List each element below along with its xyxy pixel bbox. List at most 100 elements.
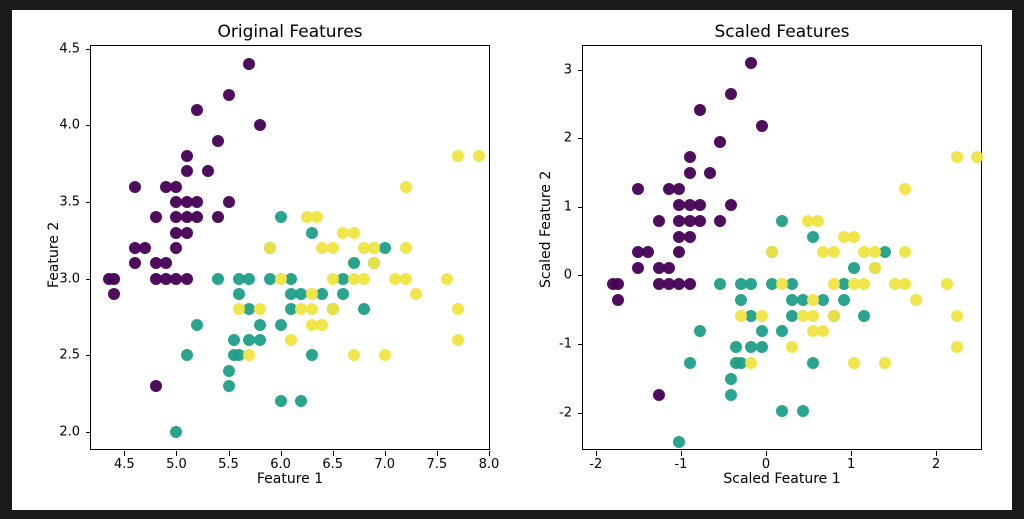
xtick-mark [681, 451, 682, 456]
ytick-mark [578, 138, 583, 139]
scatter-point [817, 294, 829, 306]
scatter-point [776, 215, 788, 227]
ytick-mark [578, 207, 583, 208]
scatter-point [848, 262, 860, 274]
scatter-point [828, 310, 840, 322]
xlabel-left: Feature 1 [91, 471, 489, 487]
scatter-point [766, 246, 778, 258]
scatter-point [223, 196, 235, 208]
xtick-mark [596, 451, 597, 456]
scatter-point [275, 211, 287, 223]
scatter-point [275, 319, 287, 331]
scatter-point [725, 88, 737, 100]
ytick-mark [86, 279, 91, 280]
scatter-point [368, 242, 380, 254]
scatter-point [684, 167, 696, 179]
scatter-point [254, 303, 266, 315]
scatter-point [848, 231, 860, 243]
scatter-point [358, 273, 370, 285]
scatter-point [673, 436, 685, 448]
scatter-point [348, 257, 360, 269]
scatter-point [295, 395, 307, 407]
scatter-point [776, 278, 788, 290]
scatter-point [150, 211, 162, 223]
ytick-label: 3 [564, 62, 572, 77]
scatter-point [285, 334, 297, 346]
scatter-point [879, 246, 891, 258]
ytick-mark [86, 49, 91, 50]
scatter-point [828, 278, 840, 290]
scatter-point [612, 278, 624, 290]
scatter-point [108, 288, 120, 300]
xtick-label: 7.5 [426, 457, 447, 472]
scatter-point [776, 325, 788, 337]
ytick-label: 4.0 [59, 118, 80, 133]
scatter-point [264, 242, 276, 254]
scatter-point [139, 242, 151, 254]
scatter-point [170, 426, 182, 438]
scatter-point [181, 273, 193, 285]
xtick-label: 2 [932, 457, 940, 472]
scatter-point [379, 349, 391, 361]
scatter-point [348, 227, 360, 239]
scatter-point [745, 278, 757, 290]
scatter-point [776, 405, 788, 417]
scatter-point [786, 278, 798, 290]
scatter-point [899, 183, 911, 195]
scatter-point [275, 273, 287, 285]
ytick-mark [578, 275, 583, 276]
scatter-point [756, 325, 768, 337]
scatter-point [348, 349, 360, 361]
xtick-label: -2 [589, 457, 602, 472]
plot-area-right: Scaled FeaturesScaled Feature 1Scaled Fe… [582, 45, 982, 450]
scatter-point [306, 303, 318, 315]
scatter-point [941, 278, 953, 290]
xtick-mark [766, 451, 767, 456]
scatter-point [368, 257, 380, 269]
scatter-point [452, 150, 464, 162]
scatter-point [223, 365, 235, 377]
scatter-point [170, 181, 182, 193]
xtick-mark [385, 451, 386, 456]
scatter-point [632, 262, 644, 274]
scatter-point [673, 246, 685, 258]
scatter-point [684, 357, 696, 369]
scatter-point [150, 380, 162, 392]
ytick-label: -2 [559, 405, 572, 420]
ytick-label: 3.5 [59, 194, 80, 209]
scatter-point [786, 341, 798, 353]
xtick-mark [489, 451, 490, 456]
scatter-point [971, 151, 983, 163]
xtick-mark [437, 451, 438, 456]
scatter-point [663, 262, 675, 274]
xtick-mark [124, 451, 125, 456]
scatter-point [694, 325, 706, 337]
scatter-point [316, 319, 328, 331]
scatter-point [653, 215, 665, 227]
scatter-point [848, 357, 860, 369]
scatter-point [807, 357, 819, 369]
scatter-point [191, 319, 203, 331]
scatter-point [828, 246, 840, 258]
ytick-label: 4.5 [59, 41, 80, 56]
scatter-point [337, 288, 349, 300]
scatter-point [725, 373, 737, 385]
scatter-point [212, 211, 224, 223]
xtick-label: 1 [847, 457, 855, 472]
scatter-point [191, 211, 203, 223]
ytick-label: 2 [564, 131, 572, 146]
ytick-label: 0 [564, 268, 572, 283]
scatter-point [358, 303, 370, 315]
scatter-point [951, 310, 963, 322]
scatter-point [223, 380, 235, 392]
scatter-point [400, 181, 412, 193]
scatter-point [704, 167, 716, 179]
scatter-point [745, 57, 757, 69]
ytick-label: 3.0 [59, 271, 80, 286]
scatter-point [756, 120, 768, 132]
scatter-point [807, 310, 819, 322]
scatter-point [869, 262, 881, 274]
scatter-point [694, 104, 706, 116]
xtick-mark [333, 451, 334, 456]
scatter-point [311, 211, 323, 223]
